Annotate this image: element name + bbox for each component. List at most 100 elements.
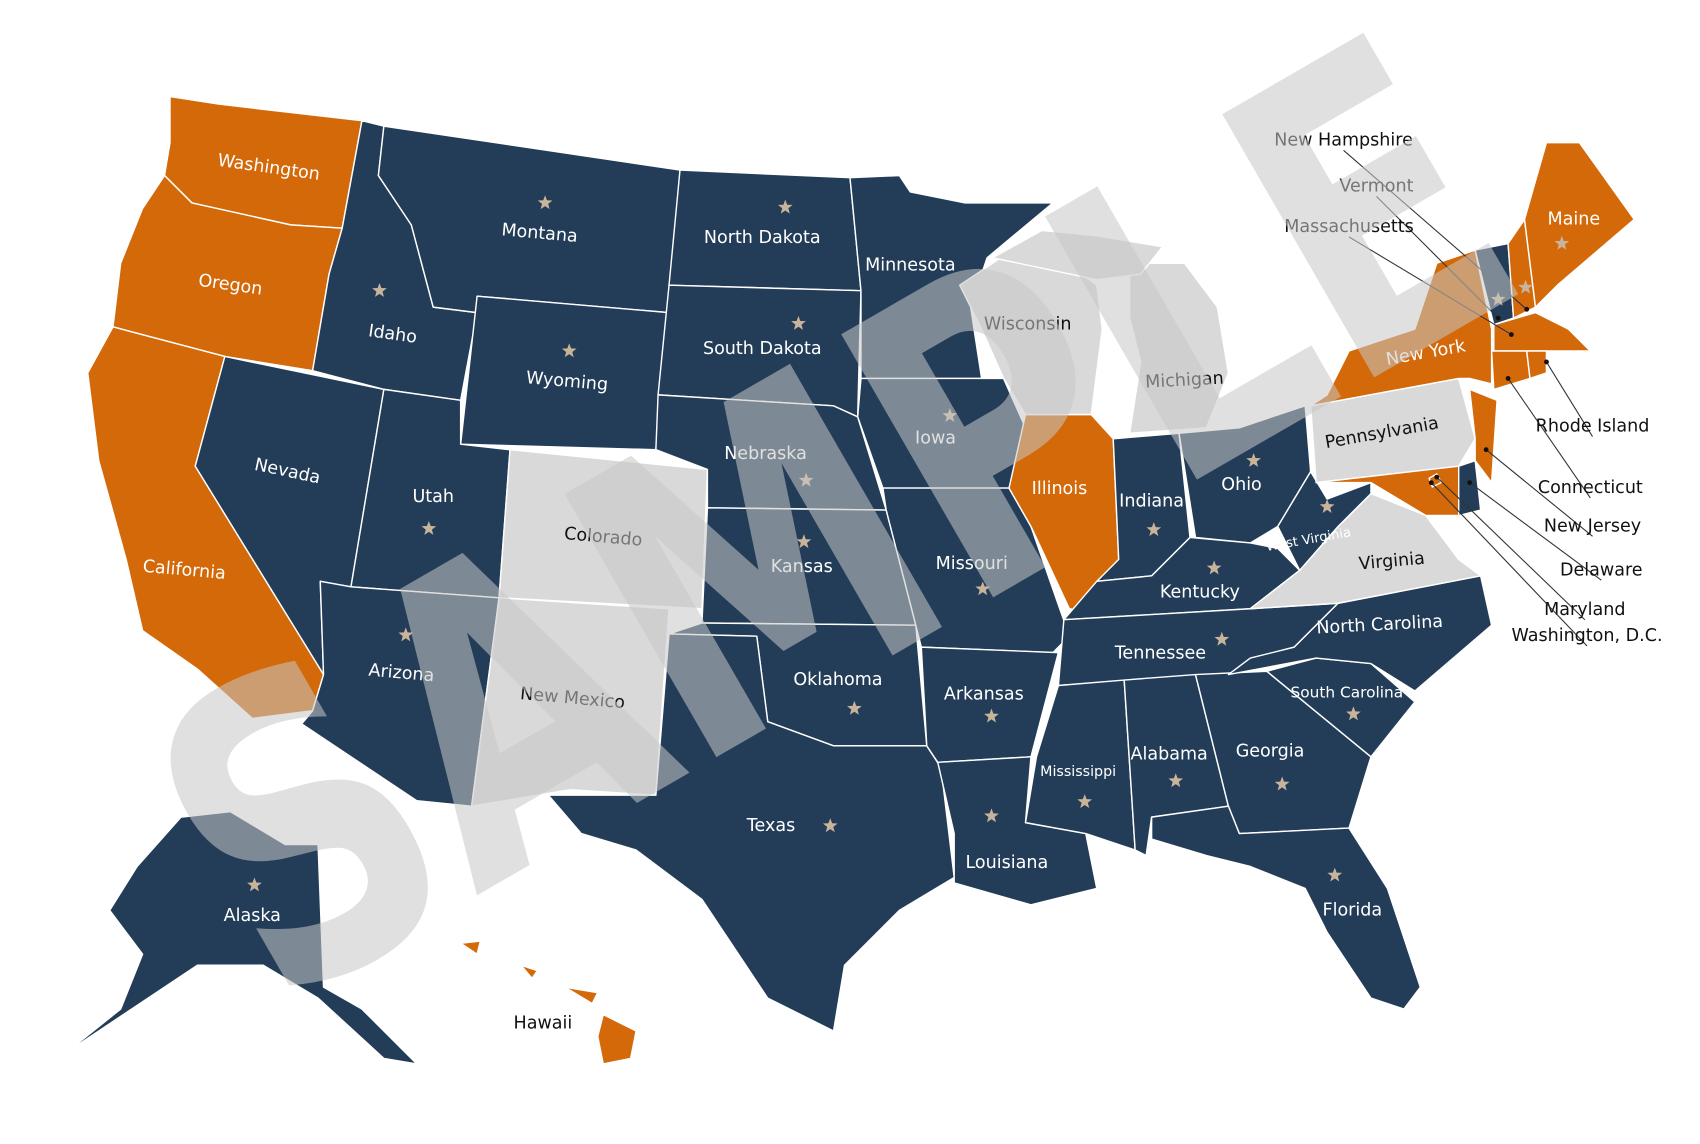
star-icon — [561, 343, 577, 358]
star-icon — [1214, 631, 1230, 646]
callout-line — [1348, 236, 1512, 336]
star-icon — [537, 195, 553, 210]
state-shape — [520, 964, 539, 980]
callout-line — [1376, 195, 1499, 319]
state-label: Tennessee — [1114, 644, 1206, 664]
star-icon — [398, 627, 414, 642]
state-label: Mississippi — [1040, 764, 1116, 780]
state-label: Kentucky — [1160, 582, 1240, 602]
callout-line — [1545, 361, 1593, 437]
state-shape — [1128, 262, 1230, 434]
star-icon — [796, 534, 812, 549]
state-shape — [547, 633, 955, 1032]
callout-dot — [1505, 376, 1511, 381]
state-shape — [1457, 459, 1482, 517]
state-shape — [1523, 141, 1635, 308]
state-label: Wisconsin — [984, 315, 1072, 335]
star-icon — [777, 199, 793, 214]
state-label: Maine — [1548, 209, 1601, 229]
state-label: Ohio — [1221, 475, 1262, 495]
star-icon — [1319, 499, 1335, 513]
star-icon — [1346, 706, 1361, 721]
callout-label: Connecticut — [1538, 478, 1643, 498]
state-label: Hawaii — [514, 1013, 573, 1033]
callout-dot — [1428, 480, 1434, 486]
star-icon — [1327, 867, 1343, 882]
star-icon — [247, 877, 262, 892]
callout-label: Delaware — [1560, 560, 1643, 580]
state-label: Kansas — [771, 557, 833, 577]
star-icon — [1246, 453, 1261, 467]
state-label: Alaska — [224, 906, 281, 926]
state-shape — [1315, 465, 1460, 517]
callout-dot — [1524, 306, 1530, 312]
star-icon — [984, 708, 999, 723]
star-icon — [822, 818, 838, 833]
state-shape — [991, 229, 1164, 281]
star-icon — [372, 283, 387, 297]
callout-label: Maryland — [1544, 600, 1625, 620]
star-icon — [1146, 522, 1162, 537]
state-label: Utah — [412, 487, 454, 507]
state-label: South Carolina — [1291, 684, 1404, 702]
star-icon — [421, 521, 437, 535]
state-label: Oklahoma — [793, 670, 882, 690]
state-shape — [937, 756, 1098, 906]
state-shape — [1150, 805, 1422, 1010]
star-icon — [798, 472, 814, 487]
callout-dot — [1544, 359, 1549, 365]
state-shape — [1227, 575, 1493, 692]
state-label: Missouri — [936, 554, 1008, 574]
state-shape — [849, 174, 1054, 380]
state-shape — [1525, 350, 1548, 380]
callout-line — [1507, 378, 1591, 499]
state-shape — [1277, 470, 1372, 572]
star-icon — [791, 315, 806, 330]
state-shape — [470, 597, 670, 807]
state-label: Michigan — [1145, 369, 1225, 393]
callout-dot — [1467, 480, 1473, 486]
state-label: Minnesota — [865, 255, 955, 275]
state-shape — [459, 940, 482, 955]
callout-line — [1436, 476, 1586, 621]
state-label: Indiana — [1119, 491, 1184, 511]
star-icon — [1518, 279, 1533, 294]
star-icon — [1168, 773, 1184, 788]
state-label: Alabama — [1131, 745, 1208, 765]
callout-label: Massachusetts — [1284, 217, 1414, 237]
callout-label: Washington, D.C. — [1512, 626, 1663, 646]
callout-dot — [1434, 474, 1440, 480]
states — [65, 95, 1635, 1065]
star-icon — [1274, 776, 1290, 791]
callout-line — [1485, 449, 1593, 537]
callout-dot — [1483, 447, 1489, 453]
callout-label: Vermont — [1339, 176, 1413, 196]
callout-dot — [1495, 315, 1501, 321]
callout-line — [1430, 482, 1588, 647]
state-shape — [564, 986, 599, 1005]
state-label: Nebraska — [724, 444, 807, 464]
state-label: Louisiana — [965, 853, 1048, 873]
state-label: Florida — [1323, 900, 1383, 920]
star-icon — [1554, 235, 1570, 250]
callout-line — [1343, 149, 1528, 310]
state-label: Texas — [746, 816, 795, 836]
state-shape — [65, 810, 418, 1065]
star-icon — [984, 808, 999, 823]
state-shape — [1468, 388, 1498, 484]
star-icon — [942, 408, 958, 422]
state-label: Illinois — [1032, 479, 1088, 499]
star-icon — [847, 700, 862, 715]
callout-label: Rhode Island — [1536, 417, 1650, 437]
callout-label: New Hampshire — [1274, 130, 1413, 150]
star-icon — [1206, 560, 1222, 575]
state-shape — [1309, 249, 1493, 407]
state-label: Georgia — [1236, 741, 1305, 761]
state-shape — [597, 1013, 637, 1065]
state-label: South Dakota — [703, 339, 822, 359]
star-icon — [975, 581, 991, 596]
star-icon — [1490, 291, 1506, 306]
state-label: Iowa — [915, 429, 956, 449]
star-icon — [1077, 794, 1093, 809]
